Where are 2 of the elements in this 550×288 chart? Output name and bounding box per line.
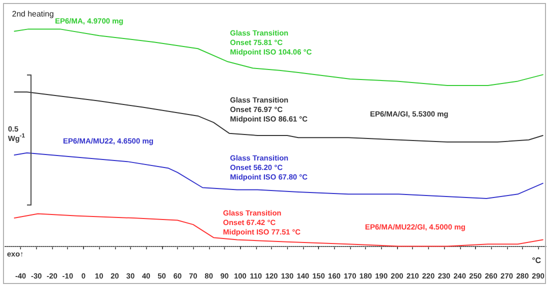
chart-title: 2nd heating — [12, 10, 54, 18]
x-axis-title: °C — [532, 256, 542, 265]
